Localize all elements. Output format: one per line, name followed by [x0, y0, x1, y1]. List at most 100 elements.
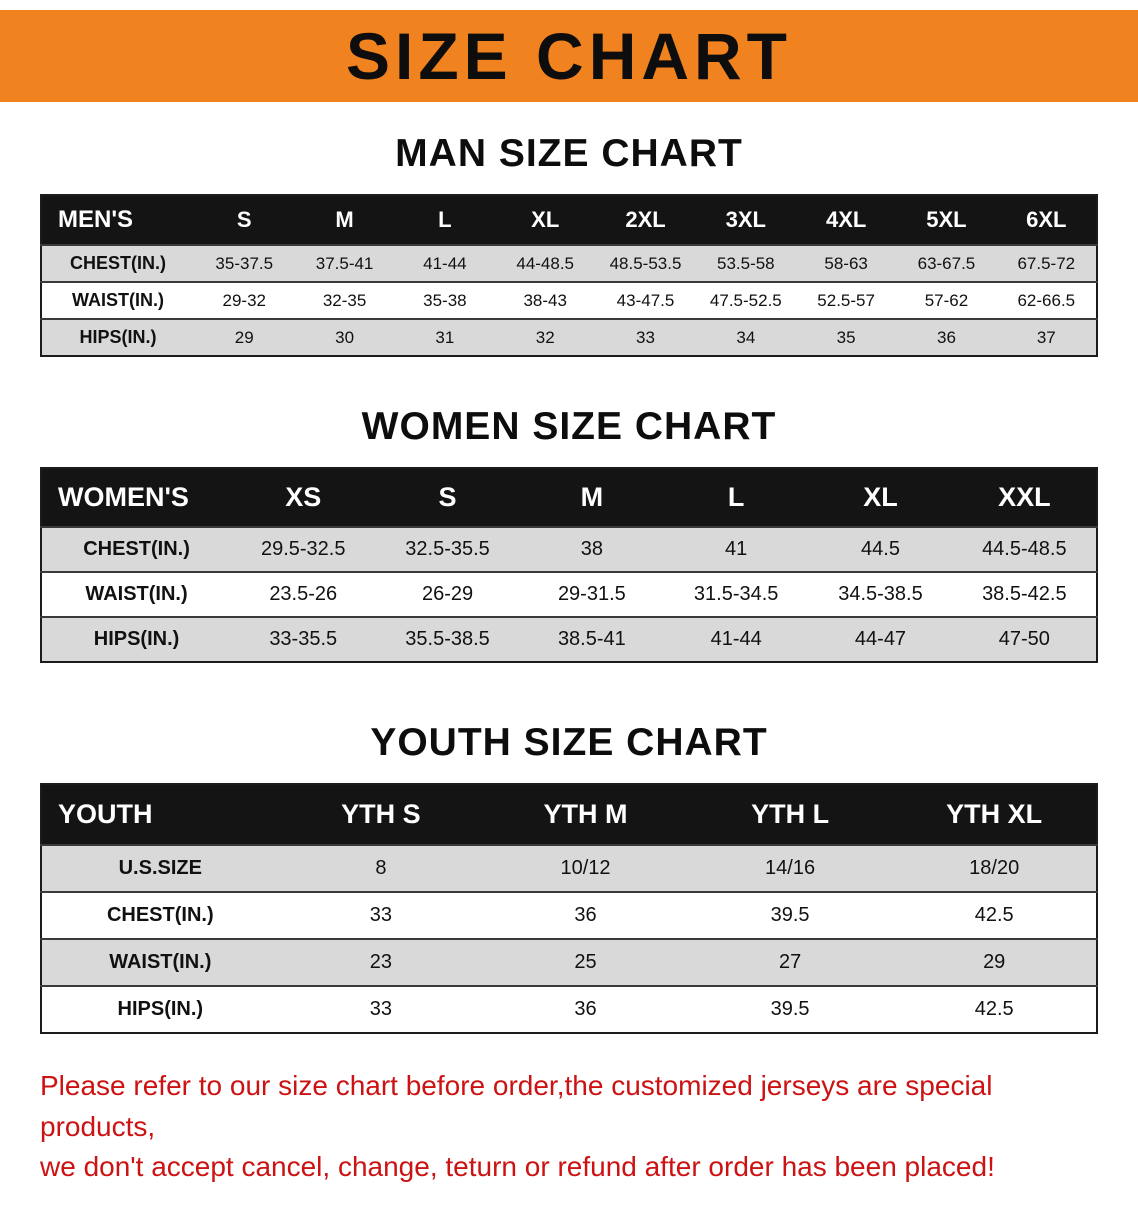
size-value: 36 [574, 904, 597, 926]
measurement-label: HIPS(IN.) [79, 327, 157, 347]
size-column-header: 3XL [695, 195, 796, 245]
size-value: 32.5-35.5 [405, 538, 490, 560]
disclaimer-line-2: we don't accept cancel, change, teturn o… [40, 1151, 995, 1183]
size-value: 44-48.5 [516, 253, 575, 273]
men-size-table: MEN'S S M L XL 2XL 3XL 4XL 5XL 6XL CHEST(IN.) 35-37… [40, 194, 1098, 357]
size-value: 62-66.5 [1017, 290, 1076, 310]
size-value: 34.5-38.5 [838, 583, 923, 605]
size-value: 47-50 [998, 628, 1050, 650]
measurement-label: WAIST(IN.) [109, 951, 212, 973]
data-row: CHEST(IN.) 35-37.5 37.5-41 41-44 44-48.5 48.5… [41, 245, 1097, 282]
women-chart-heading: WOMEN SIZE CHART [361, 405, 777, 448]
size-value: 44.5 [861, 538, 900, 560]
data-row: CHEST(IN.) 33 36 39.5 42.5 [41, 892, 1097, 939]
size-column-header: YTH XL [892, 784, 1097, 845]
size-value: 43-47.5 [616, 290, 675, 310]
size-column-header: S [375, 468, 520, 527]
measurement-label: HIPS(IN.) [93, 628, 180, 650]
size-value: 35 [836, 327, 856, 347]
size-column-header: 4XL [795, 195, 897, 245]
data-row: HIPS(IN.) 33-35.5 35.5-38.5 38.5-41 41-44 44-… [41, 617, 1097, 662]
measurement-label: WAIST(IN.) [72, 290, 165, 310]
size-value: 37.5-41 [315, 253, 374, 273]
size-value: 47.5-52.5 [709, 290, 782, 310]
size-column-header: 6XL [996, 195, 1097, 245]
size-column-header: M [294, 195, 395, 245]
youth-size-table: YOUTH YTH S YTH M YTH L YTH XL U.S.SIZE 8 10/12… [40, 783, 1098, 1034]
group-label-header: MEN'S [41, 195, 195, 245]
data-row: CHEST(IN.) 29.5-32.5 32.5-35.5 38 41 44.5 44.5… [41, 527, 1097, 572]
size-value: 42.5 [974, 998, 1014, 1020]
size-value: 38 [580, 538, 603, 560]
size-value: 38.5-42.5 [982, 583, 1067, 605]
group-label-header: WOMEN'S [41, 468, 232, 527]
size-value: 42.5 [974, 904, 1014, 926]
size-value: 10/12 [560, 857, 611, 879]
banner: SIZE CHART [0, 10, 1138, 102]
size-value: 41-44 [710, 628, 762, 650]
measurement-label: HIPS(IN.) [117, 998, 204, 1020]
size-column-header: 2XL [595, 195, 696, 245]
header-row: YOUTH YTH S YTH M YTH L YTH XL [41, 784, 1097, 845]
size-value: 58-63 [824, 253, 868, 273]
size-value: 38.5-41 [557, 628, 626, 650]
size-value: 44-47 [854, 628, 907, 650]
size-value: 36 [936, 327, 956, 347]
size-value: 35.5-38.5 [405, 628, 490, 650]
size-value: 39.5 [770, 904, 810, 926]
size-value: 63-67.5 [917, 253, 976, 273]
size-column-header: YTH L [687, 784, 893, 845]
size-column-header: S [194, 195, 295, 245]
size-value: 33 [636, 327, 655, 347]
size-value: 52.5-57 [817, 290, 875, 310]
women-size-chart-section: WOMEN SIZE CHART WOMEN'S XS S M L XL XXL CHEST(I… [0, 405, 1138, 663]
data-row: WAIST(IN.) 23.5-26 26-29 29-31.5 31.5-34.5 34… [41, 572, 1097, 617]
size-column-header: L [664, 468, 809, 527]
size-column-header: XL [495, 195, 596, 245]
data-row: HIPS(IN.) 33 36 39.5 42.5 [41, 986, 1097, 1033]
size-value: 26-29 [421, 583, 474, 605]
size-column-header: XS [231, 468, 376, 527]
size-charts-container: MAN SIZE CHART MEN'S S M L XL 2XL 3XL 4XL 5XL 6XL C… [0, 132, 1138, 1034]
size-value: 14/16 [765, 857, 816, 879]
size-value: 29 [983, 951, 1006, 973]
youth-size-chart-section: YOUTH SIZE CHART YOUTH YTH S YTH M YTH L YTH … [0, 721, 1138, 1034]
size-value: 25 [574, 951, 597, 973]
men-size-chart-section: MAN SIZE CHART MEN'S S M L XL 2XL 3XL 4XL 5XL 6XL C… [0, 132, 1138, 357]
size-value: 34 [736, 327, 756, 347]
data-row: WAIST(IN.) 29-32 32-35 35-38 38-43 43-47.5 47.… [41, 282, 1097, 319]
disclaimer: Please refer to our size chart before or… [40, 1066, 1098, 1188]
size-value: 29 [234, 327, 254, 347]
size-value: 32 [535, 327, 555, 347]
size-column-header: XXL [952, 468, 1097, 527]
size-value: 23.5-26 [269, 583, 338, 605]
size-value: 33 [369, 998, 393, 1020]
size-value: 39.5 [770, 998, 810, 1020]
size-value: 31.5-34.5 [693, 583, 779, 605]
size-value: 36 [574, 998, 597, 1020]
measurement-label: U.S.SIZE [118, 857, 202, 879]
youth-chart-heading: YOUTH SIZE CHART [370, 721, 768, 764]
size-value: 29-32 [222, 290, 266, 310]
size-value: 30 [335, 327, 355, 347]
size-value: 31 [435, 327, 455, 347]
size-value: 67.5-72 [1017, 253, 1076, 273]
size-value: 44.5-48.5 [982, 538, 1067, 560]
men-chart-heading: MAN SIZE CHART [395, 132, 743, 175]
size-value: 38-43 [523, 290, 567, 310]
header-row: WOMEN'S XS S M L XL XXL [41, 468, 1097, 527]
size-value: 8 [375, 857, 387, 879]
size-value: 48.5-53.5 [609, 253, 682, 273]
size-value: 18/20 [969, 857, 1020, 879]
disclaimer-line-1: Please refer to our size chart before or… [40, 1070, 993, 1142]
size-value: 53.5-58 [716, 253, 775, 273]
data-row: U.S.SIZE 8 10/12 14/16 18/20 [41, 845, 1097, 892]
data-row: HIPS(IN.) 29 30 31 32 33 34 35 36 37 [41, 319, 1097, 356]
size-column-header: YTH M [483, 784, 688, 845]
size-value: 23 [369, 951, 393, 973]
measurement-label: CHEST(IN.) [106, 904, 214, 926]
size-column-header: M [519, 468, 665, 527]
measurement-label: CHEST(IN.) [83, 538, 190, 560]
data-row: WAIST(IN.) 23 25 27 29 [41, 939, 1097, 986]
size-value: 29-31.5 [557, 583, 626, 605]
